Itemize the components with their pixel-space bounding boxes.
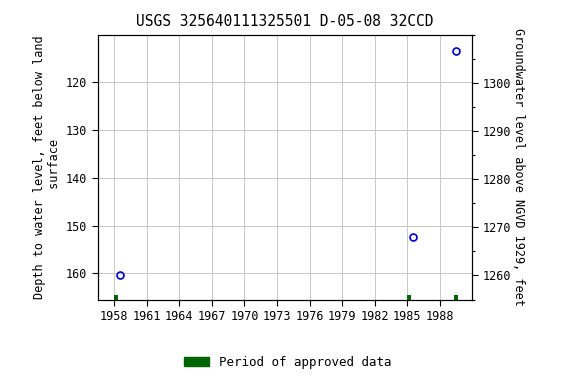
Bar [407,295,411,300]
Y-axis label: Depth to water level, feet below land
 surface: Depth to water level, feet below land su… [33,35,60,299]
Legend: Period of approved data: Period of approved data [179,351,397,374]
Y-axis label: Groundwater level above NGVD 1929, feet: Groundwater level above NGVD 1929, feet [512,28,525,306]
Bar [454,295,458,300]
Bar [115,295,118,300]
Title: USGS 325640111325501 D-05-08 32CCD: USGS 325640111325501 D-05-08 32CCD [137,14,434,29]
